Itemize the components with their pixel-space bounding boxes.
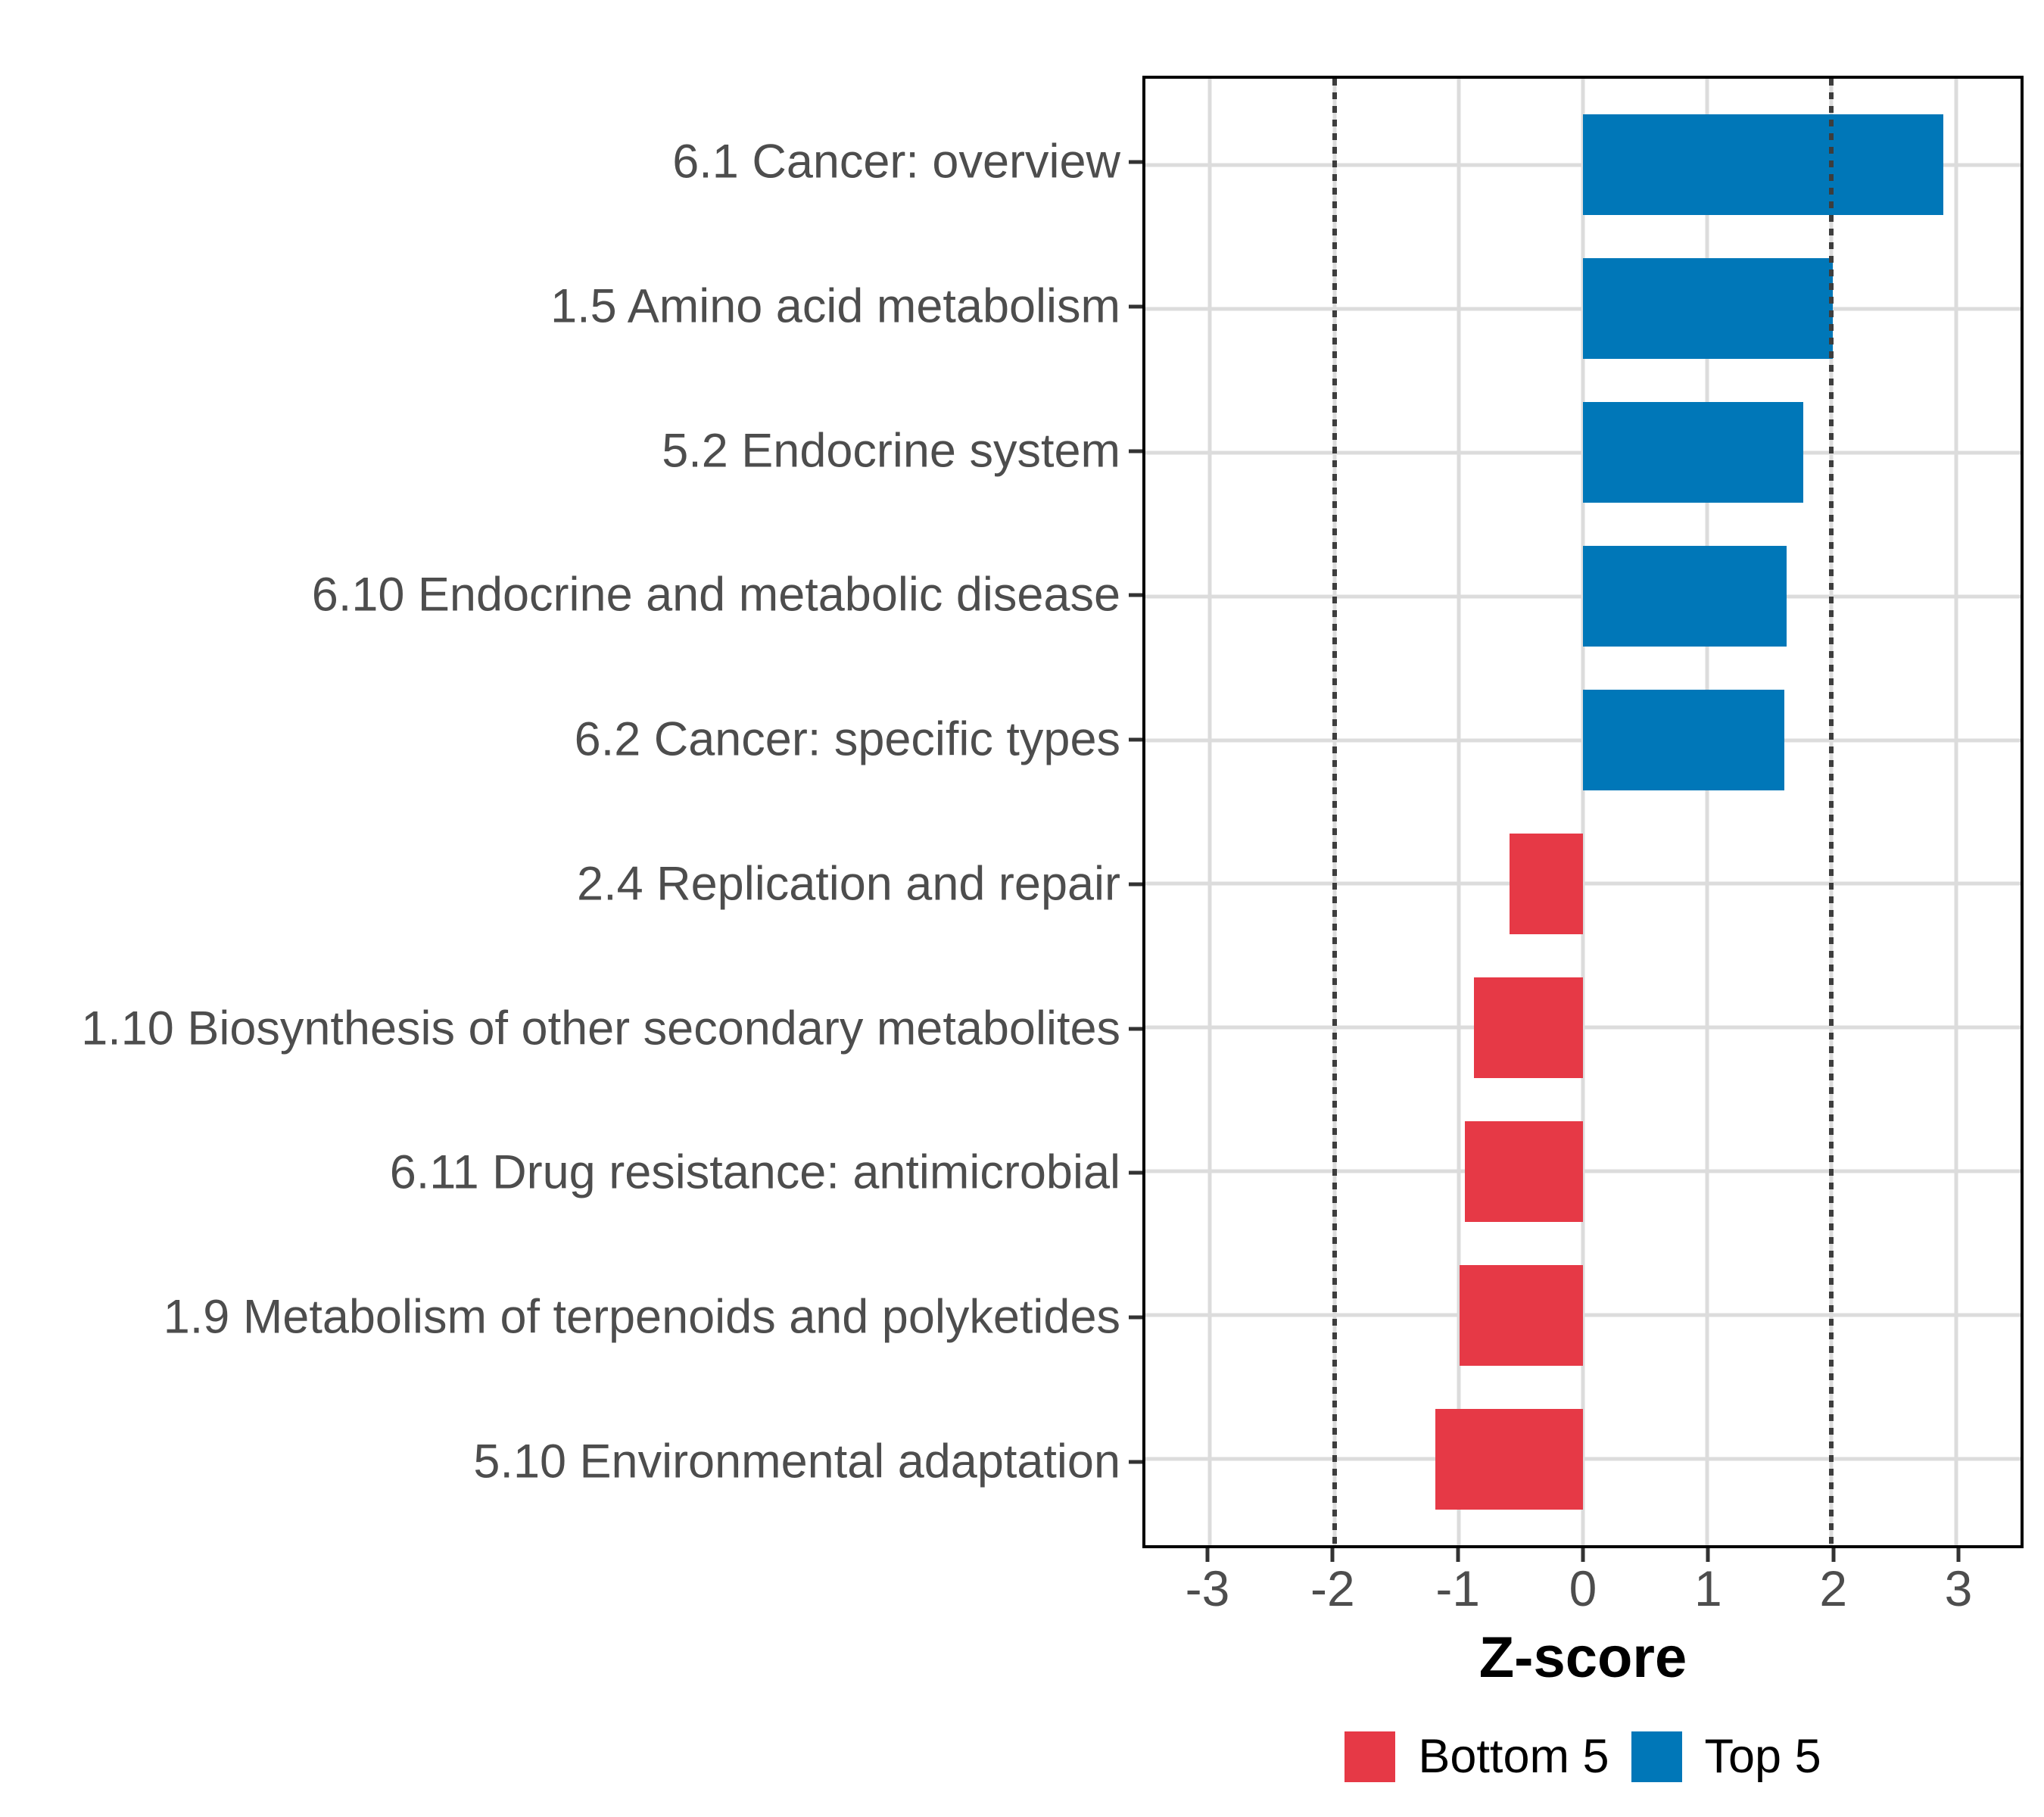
y-tick bbox=[1129, 593, 1142, 597]
bar bbox=[1583, 402, 1803, 503]
h-gridline bbox=[1145, 1025, 2021, 1030]
bar bbox=[1510, 833, 1583, 934]
v-gridline bbox=[1207, 79, 1212, 1545]
x-axis-ticks bbox=[1142, 1548, 2024, 1562]
category-label: 5.10 Environmental adaptation bbox=[473, 1435, 1120, 1488]
x-tick bbox=[1456, 1548, 1460, 1562]
plot-area bbox=[1145, 79, 2021, 1545]
x-tick bbox=[1330, 1548, 1335, 1562]
y-tick bbox=[1129, 304, 1142, 309]
legend-label: Bottom 5 bbox=[1418, 1729, 1609, 1783]
bar bbox=[1460, 1264, 1583, 1366]
legend-swatch bbox=[1344, 1731, 1396, 1782]
plot-panel bbox=[1142, 76, 2024, 1548]
x-tick bbox=[1831, 1548, 1836, 1562]
legend-item: Bottom 5 bbox=[1344, 1731, 1609, 1782]
x-tick-label: 1 bbox=[1693, 1560, 1722, 1616]
bar bbox=[1473, 977, 1583, 1078]
legend: Bottom 5 Top 5 bbox=[1142, 1730, 2024, 1783]
y-tick bbox=[1129, 449, 1142, 453]
bar bbox=[1465, 1120, 1583, 1222]
y-tick bbox=[1129, 737, 1142, 742]
y-tick bbox=[1129, 882, 1142, 887]
bar bbox=[1583, 114, 1944, 216]
reference-line bbox=[1829, 79, 1834, 1545]
y-axis-ticks bbox=[1129, 76, 1142, 1548]
x-tick-label: -3 bbox=[1185, 1560, 1230, 1616]
x-tick bbox=[1706, 1548, 1710, 1562]
category-label: 6.2 Cancer: specific types bbox=[574, 712, 1120, 766]
category-label: 5.2 Endocrine system bbox=[662, 424, 1120, 478]
bar bbox=[1583, 546, 1787, 647]
y-tick bbox=[1129, 160, 1142, 164]
v-gridline bbox=[1581, 79, 1585, 1545]
category-label: 1.9 Metabolism of terpenoids and polyket… bbox=[163, 1290, 1120, 1344]
bar bbox=[1583, 258, 1834, 360]
category-label: 1.10 Biosynthesis of other secondary met… bbox=[81, 1002, 1120, 1055]
y-tick bbox=[1129, 1460, 1142, 1464]
category-label: 6.1 Cancer: overview bbox=[672, 135, 1120, 189]
x-tick bbox=[1581, 1548, 1585, 1562]
bar bbox=[1583, 690, 1784, 790]
v-gridline bbox=[1457, 79, 1461, 1545]
y-tick bbox=[1129, 1315, 1142, 1320]
x-axis-title: Z-score bbox=[1478, 1625, 1687, 1690]
x-tick-label: -2 bbox=[1310, 1560, 1355, 1616]
v-gridline bbox=[1705, 79, 1709, 1545]
x-tick-label: 3 bbox=[1944, 1560, 1973, 1616]
v-gridline bbox=[1954, 79, 1958, 1545]
h-gridline bbox=[1145, 1169, 2021, 1173]
category-label: 1.5 Amino acid metabolism bbox=[550, 279, 1120, 333]
category-label: 2.4 Replication and repair bbox=[577, 857, 1120, 911]
y-tick bbox=[1129, 1027, 1142, 1031]
legend-item: Top 5 bbox=[1631, 1731, 1821, 1782]
bar bbox=[1435, 1408, 1583, 1510]
x-tick-label: 0 bbox=[1569, 1560, 1597, 1616]
y-tick bbox=[1129, 1170, 1142, 1175]
legend-label: Top 5 bbox=[1704, 1729, 1821, 1783]
x-tick-label: -1 bbox=[1435, 1560, 1480, 1616]
x-axis-tick-labels: -3 -2 -1 0 1 2 3 bbox=[1142, 1558, 2024, 1619]
x-tick bbox=[1205, 1548, 1210, 1562]
h-gridline bbox=[1145, 881, 2021, 886]
h-gridline bbox=[1145, 1457, 2021, 1461]
category-label: 6.10 Endocrine and metabolic disease bbox=[311, 568, 1120, 622]
legend-swatch bbox=[1631, 1731, 1682, 1782]
h-gridline bbox=[1145, 1313, 2021, 1317]
x-tick bbox=[1956, 1548, 1961, 1562]
x-tick-label: 2 bbox=[1819, 1560, 1848, 1616]
category-label: 6.11 Drug resistance: antimicrobial bbox=[389, 1145, 1120, 1199]
reference-line bbox=[1332, 79, 1337, 1545]
y-axis-labels: 6.1 Cancer: overview 1.5 Amino acid metab… bbox=[0, 76, 1120, 1548]
